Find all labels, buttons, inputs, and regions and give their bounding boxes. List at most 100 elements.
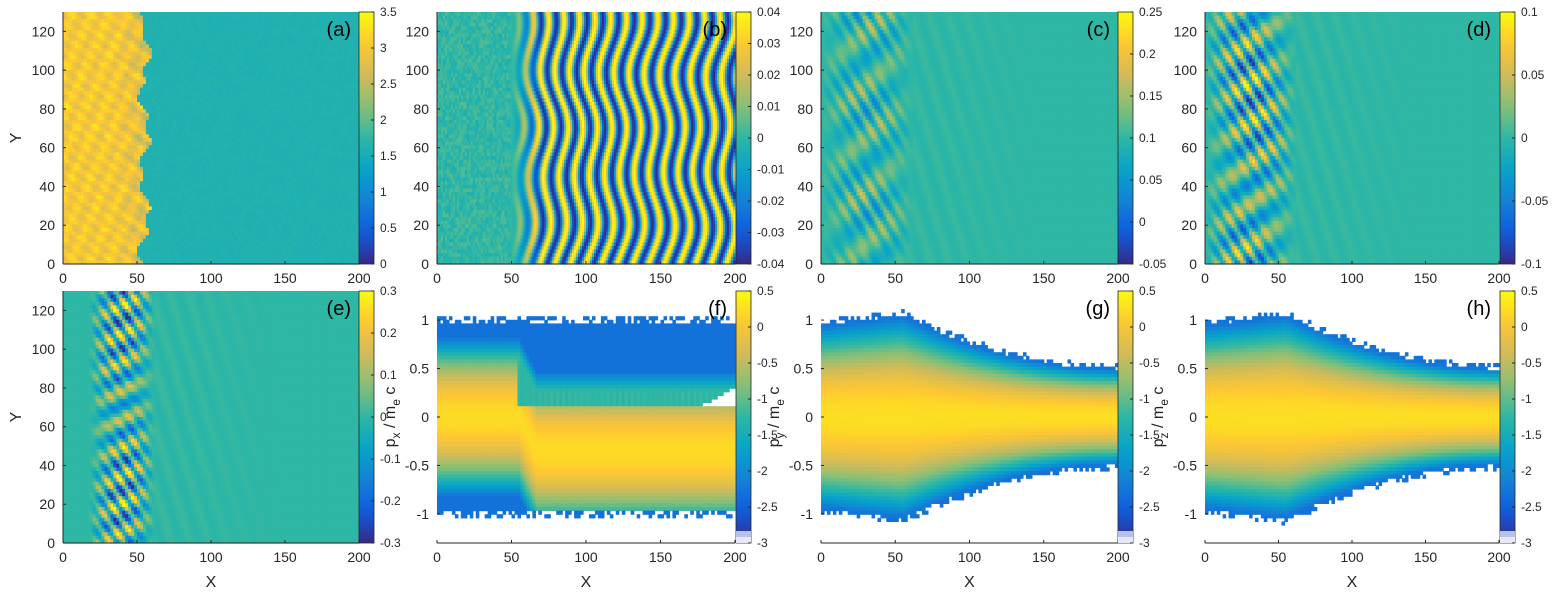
colorbar-gradient — [358, 11, 375, 265]
panel-axes-5: 0 50 100 150 200 -1 -0.5 0 0.5 1 Xpx / me c (f) — [382, 298, 747, 591]
colorbar-tick-label: -3 — [1139, 536, 1150, 550]
colorbar-tick-label: -3 — [757, 536, 768, 550]
panel-label: (g) — [1086, 298, 1110, 320]
y-tick-label: 20 — [39, 217, 55, 233]
panel-axes-6: 0 50 100 150 200 -1 -0.5 0 0.5 1 Xpy / me c (g) — [766, 298, 1130, 591]
y-tick-label: 40 — [39, 457, 55, 473]
colorbar-tick-label: 2.5 — [380, 77, 397, 91]
colorbar-tick-label: 0.1 — [1139, 131, 1156, 145]
x-axis-label: X — [964, 574, 975, 591]
x-axis-label: X — [206, 574, 217, 591]
panel-label: (e) — [327, 298, 351, 320]
y-tick-label: 0 — [805, 256, 813, 272]
x-tick-label: 200 — [347, 270, 371, 286]
colorbar-tick-label: -1.5 — [1139, 428, 1160, 442]
colorbar-tick-label: 0.3 — [380, 284, 397, 298]
colorbar-4: -0.3 -0.2 -0.1 0 0.1 0.2 0.3 — [358, 284, 401, 550]
x-tick-label: 50 — [504, 270, 520, 286]
panel-label: (a) — [327, 19, 351, 41]
y-tick-label: 40 — [1181, 178, 1197, 194]
x-tick-label: 100 — [199, 270, 223, 286]
x-tick-label: 50 — [887, 270, 903, 286]
x-tick-label: 150 — [1414, 549, 1438, 565]
colorbar-tick-label: 1.5 — [380, 149, 397, 163]
colorbar-tick-label: 0.5 — [380, 221, 397, 235]
y-tick-label: 40 — [413, 178, 429, 194]
colorbar-2: -0.05 0 0.05 0.1 0.15 0.2 0.25 — [1117, 5, 1167, 271]
colorbar-tick-label: 0.04 — [757, 5, 781, 19]
y-tick-label: 0.5 — [1178, 361, 1198, 377]
y-tick-label: 1 — [805, 312, 813, 328]
x-tick-label: 100 — [1340, 549, 1364, 565]
colorbar-tick-label: -0.5 — [1521, 356, 1542, 370]
y-tick-label: 0.5 — [794, 361, 814, 377]
y-axis-label: Y — [8, 132, 25, 143]
heatmap-panel-e — [63, 291, 360, 544]
colorbar-tick-label: 0 — [757, 131, 764, 145]
x-tick-label: 0 — [433, 549, 441, 565]
x-tick-label: 200 — [1106, 270, 1130, 286]
panel-label: (b) — [703, 19, 727, 41]
colorbar-1: -0.04 -0.03 -0.02 -0.01 0 0.01 0.02 0.03 0.04 — [735, 5, 785, 271]
y-tick-label: 0 — [47, 535, 55, 551]
y-tick-label: 20 — [39, 496, 55, 512]
y-tick-label: 80 — [39, 380, 55, 396]
y-axis-label: py / me c — [766, 387, 787, 448]
colorbar-tick-label: -0.5 — [1139, 356, 1160, 370]
colorbar-tick-label: 0.1 — [380, 368, 397, 382]
y-tick-label: 100 — [32, 62, 56, 78]
x-tick-label: 150 — [649, 270, 673, 286]
panel-axes-2: 0 50 100 150 200 0 20 40 60 80 100 120 (c) — [790, 12, 1130, 286]
panel-label: (h) — [1467, 298, 1491, 320]
y-tick-label: -0.5 — [789, 457, 813, 473]
y-tick-label: 60 — [1181, 140, 1197, 156]
colorbar-tick-label: 1 — [380, 185, 387, 199]
colorbar-tick-label: 0 — [1139, 215, 1146, 229]
colorbar-tick-label: -2.5 — [757, 500, 778, 514]
colorbar-low-step — [1118, 537, 1133, 543]
colorbar-tick-label: 2 — [380, 113, 387, 127]
colorbar-tick-label: -2 — [1139, 464, 1150, 478]
y-tick-label: 120 — [1174, 23, 1198, 39]
x-tick-label: 50 — [1271, 549, 1287, 565]
x-tick-label: 150 — [1032, 270, 1056, 286]
x-tick-label: 200 — [1487, 549, 1511, 565]
x-tick-label: 150 — [273, 270, 297, 286]
y-tick-label: 100 — [790, 62, 814, 78]
heatmap-panel-b — [437, 12, 736, 265]
y-tick-label: 20 — [413, 217, 429, 233]
x-tick-label: 150 — [649, 549, 673, 565]
x-tick-label: 0 — [59, 549, 67, 565]
y-tick-label: 100 — [406, 62, 430, 78]
colorbar-tick-label: 0 — [757, 320, 764, 334]
colorbar-tick-label: -0.05 — [1139, 257, 1167, 271]
y-axis-label: px / me c — [382, 387, 403, 448]
colorbar-tick-label: -1 — [1521, 392, 1532, 406]
colorbar-tick-label: -0.2 — [380, 494, 401, 508]
x-tick-label: 200 — [723, 270, 747, 286]
colorbar-tick-label: 3 — [380, 41, 387, 55]
y-tick-label: 120 — [32, 23, 56, 39]
x-axis-label: X — [1347, 574, 1358, 591]
x-tick-label: 50 — [504, 549, 520, 565]
y-tick-label: 80 — [797, 101, 813, 117]
x-tick-label: 0 — [1201, 549, 1209, 565]
y-tick-label: 20 — [797, 217, 813, 233]
y-tick-label: 0 — [47, 256, 55, 272]
colorbar-tick-label: 3.5 — [380, 5, 397, 19]
colorbar-6: -3 -2.5 -2 -1.5 -1 -0.5 0 0.5 — [1117, 284, 1160, 550]
y-axis-label: pz / me c — [1150, 387, 1171, 448]
x-axis-label: X — [581, 574, 592, 591]
colorbar-5: -3 -2.5 -2 -1.5 -1 -0.5 0 0.5 — [735, 284, 778, 550]
y-tick-label: 0.5 — [410, 361, 430, 377]
y-tick-label: 80 — [39, 101, 55, 117]
colorbar-tick-label: -2 — [1521, 464, 1532, 478]
colorbar-tick-label: 0.05 — [1521, 68, 1545, 82]
x-tick-label: 0 — [817, 270, 825, 286]
colorbar-gradient — [1117, 290, 1134, 544]
colorbar-tick-label: 0.01 — [757, 100, 781, 114]
colorbar-tick-label: -1.5 — [1521, 428, 1542, 442]
colorbar-tick-label: -1 — [757, 392, 768, 406]
colorbar-tick-label: 0 — [1521, 131, 1528, 145]
x-tick-label: 0 — [59, 270, 67, 286]
